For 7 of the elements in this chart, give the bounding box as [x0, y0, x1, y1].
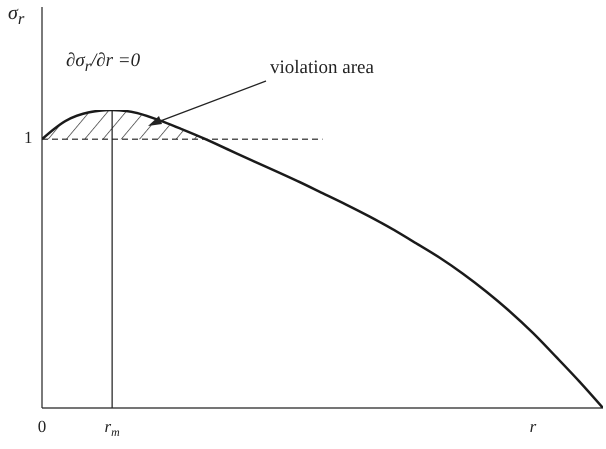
text: 1 [24, 128, 32, 148]
y-axis-title: σ$_{r}$ [8, 2, 24, 29]
x-tick-label: r$_{m}$ [104, 417, 120, 439]
x-tick-label: 0 [38, 417, 46, 436]
x-tick-label: r [530, 417, 537, 436]
text: violation area [270, 57, 374, 79]
text: ∂σ$_{r}$/∂r =0 [66, 50, 140, 76]
